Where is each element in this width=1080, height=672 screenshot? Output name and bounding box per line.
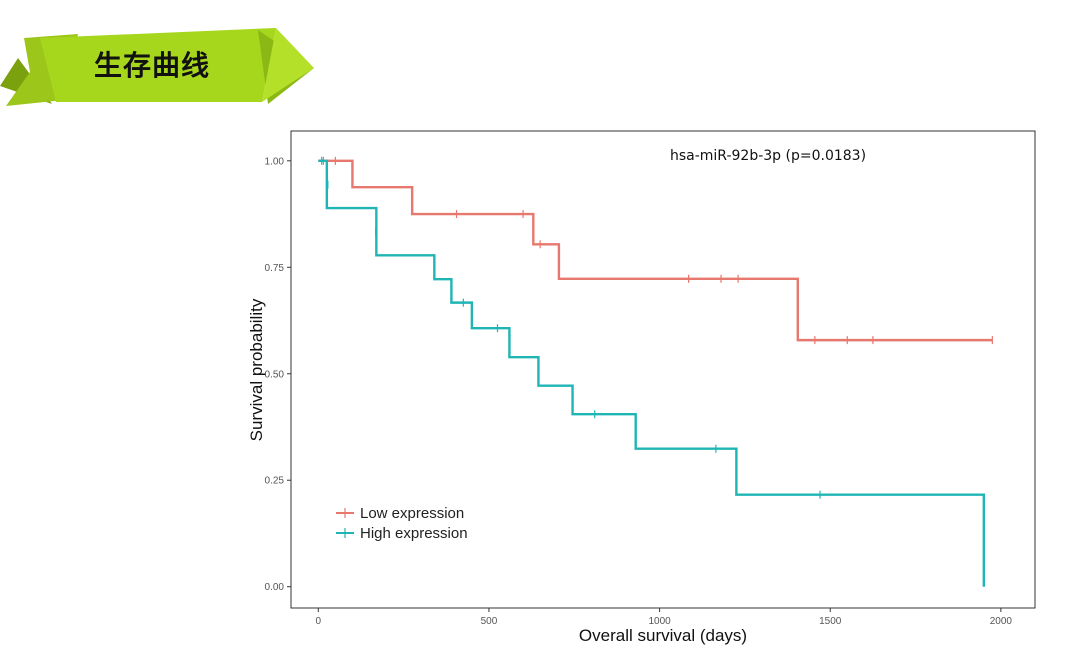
chart-title: hsa-miR-92b-3p (p=0.0183) — [670, 148, 866, 164]
x-axis: 0 500 1000 1500 2000 — [316, 608, 1013, 627]
survival-curves — [318, 156, 993, 587]
legend: Low expression High expression — [336, 505, 468, 542]
banner-ribbon — [40, 28, 276, 102]
survival-curve-low-expression — [318, 159, 993, 342]
x-tick-label: 1000 — [648, 616, 671, 627]
x-tick-label: 1500 — [819, 616, 842, 627]
y-tick-label: 0.50 — [265, 369, 285, 380]
x-tick-label: 2000 — [990, 616, 1013, 627]
legend-label-low-expression: Low expression — [360, 505, 464, 522]
y-tick-label: 1.00 — [265, 156, 285, 167]
x-tick-label: 0 — [316, 616, 322, 627]
y-tick-label: 0.00 — [265, 582, 285, 593]
survival-curve-high-expression — [318, 159, 986, 587]
slide-banner — [0, 28, 314, 106]
x-tick-label: 500 — [481, 616, 498, 627]
y-tick-label: 0.75 — [265, 263, 285, 274]
legend-label-high-expression: High expression — [360, 525, 468, 542]
plot-panel — [290, 130, 1036, 609]
x-axis-title: Overall survival (days) — [579, 626, 747, 645]
y-axis: 0.00 0.25 0.50 0.75 1.00 — [265, 156, 291, 593]
y-axis-title: Survival probability — [247, 298, 266, 441]
slide-title: 生存曲线 — [94, 49, 211, 82]
banner-end-tip — [262, 28, 314, 102]
y-tick-label: 0.25 — [265, 476, 285, 487]
